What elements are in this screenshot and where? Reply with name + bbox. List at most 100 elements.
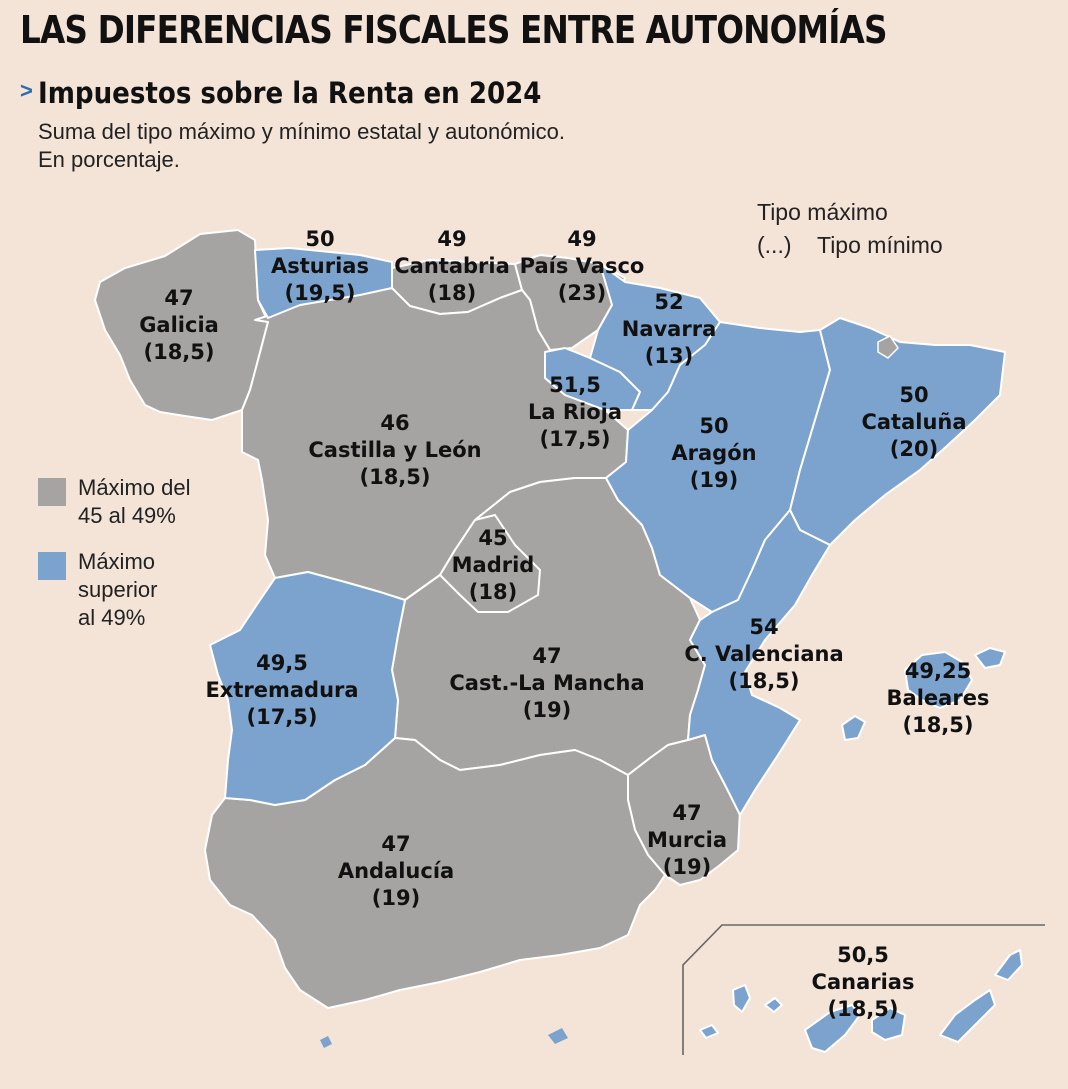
region-name: Baleares [887, 686, 990, 710]
value-max: 50,5 [837, 943, 889, 967]
key-min-marker: (...) [757, 232, 792, 258]
region-name: Canarias [812, 970, 915, 994]
region-name: Madrid [452, 553, 535, 577]
region-baleares-ibiza [841, 715, 866, 741]
value-min: (19) [663, 855, 711, 879]
region-name: Cataluña [861, 410, 966, 434]
legend-line: Máximo [78, 549, 156, 574]
label-canarias: 50,5 Canarias (18,5) [812, 943, 915, 1021]
legend-line: Máximo del [78, 475, 191, 500]
label-navarra: 52 Navarra (13) [622, 290, 717, 368]
region-baleares-menorca [974, 647, 1006, 669]
key-max-label: Tipo máximo [757, 199, 888, 225]
label-aragon: 50 Aragón (19) [671, 414, 756, 492]
region-name: Andalucía [338, 859, 454, 883]
label-castilla-la-mancha: 47 Cast.-La Mancha (19) [449, 644, 644, 722]
value-min: (19) [690, 468, 738, 492]
value-max: 47 [381, 832, 410, 856]
label-baleares: 49,25 Baleares (18,5) [887, 659, 990, 737]
value-min: (18) [428, 281, 476, 305]
region-asturias [254, 247, 393, 319]
label-castilla-leon: 46 Castilla y León (18,5) [308, 411, 481, 489]
region-name: Galicia [139, 313, 219, 337]
key-min-row: (...) Tipo mínimo [757, 229, 943, 262]
value-min: (19,5) [284, 281, 355, 305]
melilla-shape [548, 1028, 568, 1044]
value-min: (17,5) [246, 705, 317, 729]
region-name: Cast.-La Mancha [449, 671, 644, 695]
label-c-valenciana: 54 C. Valenciana (18,5) [684, 615, 843, 693]
region-canarias-tenerife [804, 1004, 861, 1053]
region-canarias-fuerteventura [939, 989, 996, 1043]
label-madrid: 45 Madrid (18) [452, 526, 535, 604]
description: Suma del tipo máximo y mínimo estatal y … [38, 118, 565, 174]
value-min: (13) [645, 344, 693, 368]
region-name: Aragón [671, 441, 756, 465]
label-asturias: 50 Asturias (19,5) [271, 227, 369, 305]
value-min: (18,5) [827, 997, 898, 1021]
value-min: (18,5) [902, 713, 973, 737]
legend-line: superior [78, 577, 158, 602]
region-baleares-mallorca [904, 651, 973, 709]
value-min: (19) [372, 886, 420, 910]
region-name: Castilla y León [308, 438, 481, 462]
region-cataluna [789, 317, 1006, 546]
value-max: 46 [380, 411, 409, 435]
key-min-label: Tipo mínimo [817, 232, 943, 258]
label-pais-vasco: 49 País Vasco (23) [520, 227, 645, 305]
canarias-inset-frame [682, 924, 1045, 1055]
value-max: 45 [478, 526, 507, 550]
value-max: 51,5 [549, 373, 601, 397]
value-min: (18,5) [728, 669, 799, 693]
region-canarias-el-hierro [699, 1024, 719, 1039]
value-min: (17,5) [539, 427, 610, 451]
region-canarias-lanzarote [994, 949, 1023, 981]
label-andalucia: 47 Andalucía (19) [338, 832, 454, 910]
legend-label: Máximo superior al 49% [78, 548, 238, 632]
label-galicia: 47 Galicia (18,5) [139, 286, 219, 364]
value-min: (18) [469, 580, 517, 604]
region-name: País Vasco [520, 254, 645, 278]
region-c-valenciana [687, 509, 831, 816]
subtitle: Impuestos sobre la Renta en 2024 [38, 76, 542, 110]
value-max: 50 [899, 383, 928, 407]
value-max: 47 [532, 644, 561, 668]
value-min: (19) [523, 698, 571, 722]
value-max: 49 [437, 227, 466, 251]
page-title: LAS DIFERENCIAS FISCALES ENTRE AUTONOMÍA… [20, 8, 887, 52]
value-max: 50 [699, 414, 728, 438]
region-name: C. Valenciana [684, 642, 843, 666]
value-max: 49 [567, 227, 596, 251]
legend-label: Máximo del 45 al 49% [78, 474, 238, 530]
region-canarias-la-gomera [764, 997, 783, 1013]
region-name: Asturias [271, 254, 369, 278]
region-canarias-gran-canaria [871, 1007, 906, 1041]
label-murcia: 47 Murcia (19) [647, 801, 727, 879]
legend-swatch-grey [38, 478, 66, 506]
region-madrid [439, 514, 541, 613]
value-max: 54 [749, 615, 778, 639]
label-cataluna: 50 Cataluña (20) [861, 383, 966, 461]
value-max: 47 [164, 286, 193, 310]
legend-line: al 49% [78, 605, 146, 630]
region-name: La Rioja [528, 400, 622, 424]
region-andalucia [204, 737, 666, 1009]
region-name: Navarra [622, 317, 717, 341]
value-max: 47 [672, 801, 701, 825]
region-name: Extremadura [205, 678, 358, 702]
ceuta-shape [320, 1036, 332, 1048]
label-cantabria: 49 Cantabria (18) [394, 227, 510, 305]
value-max: 50 [305, 227, 334, 251]
subtitle-chevron-icon: > [20, 78, 33, 103]
region-name: Murcia [647, 828, 727, 852]
legend-swatch-blue [38, 552, 66, 580]
value-min: (20) [890, 437, 938, 461]
value-min: (23) [558, 281, 606, 305]
description-line: En porcentaje. [38, 147, 180, 172]
legend-line: 45 al 49% [78, 503, 176, 528]
value-max: 49,25 [905, 659, 971, 683]
value-min: (18,5) [359, 465, 430, 489]
value-max: 52 [654, 290, 683, 314]
label-extremadura: 49,5 Extremadura (17,5) [205, 651, 358, 729]
